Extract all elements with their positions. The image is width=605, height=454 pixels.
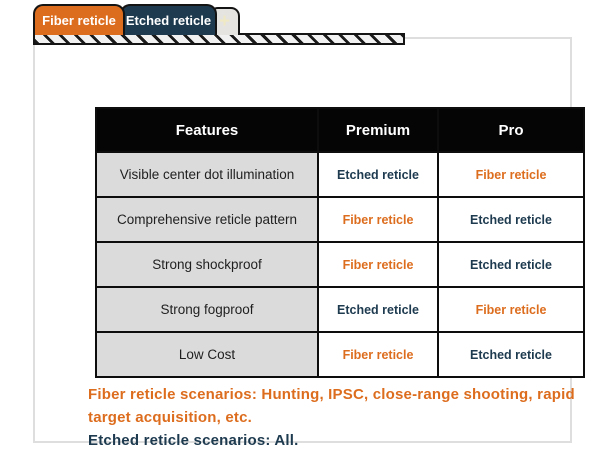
premium-cell: Fiber reticle: [317, 241, 439, 288]
tab-etched-reticle[interactable]: Etched reticle: [120, 4, 217, 35]
content-panel: Features Premium Pro Visible center dot …: [33, 37, 585, 449]
feature-cell: Strong fogproof: [95, 286, 319, 333]
premium-cell: Etched reticle: [317, 151, 439, 198]
etched-scenarios-note: Etched reticle scenarios: All.: [88, 432, 299, 449]
pro-cell: Etched reticle: [437, 331, 585, 378]
table-row: Comprehensive reticle pattern Fiber reti…: [95, 196, 585, 243]
pro-cell: Etched reticle: [437, 241, 585, 288]
feature-cell: Low Cost: [95, 331, 319, 378]
pro-cell: Etched reticle: [437, 196, 585, 243]
table-row: Strong fogproof Etched reticle Fiber ret…: [95, 286, 585, 333]
premium-cell: Fiber reticle: [317, 331, 439, 378]
fiber-scenarios-note: Fiber reticle scenarios: Hunting, IPSC, …: [88, 386, 575, 426]
premium-cell: Fiber reticle: [317, 196, 439, 243]
pro-cell: Fiber reticle: [437, 286, 585, 333]
tab-fiber-reticle-label: Fiber reticle: [42, 13, 116, 28]
tab-fiber-reticle[interactable]: Fiber reticle: [33, 4, 125, 35]
feature-cell: Strong shockproof: [95, 241, 319, 288]
premium-cell: Etched reticle: [317, 286, 439, 333]
plus-icon: +: [218, 11, 231, 32]
pro-cell: Fiber reticle: [437, 151, 585, 198]
header-pro: Pro: [437, 107, 585, 153]
table-header-row: Features Premium Pro: [95, 107, 585, 153]
table-row: Visible center dot illumination Etched r…: [95, 151, 585, 198]
feature-cell: Comprehensive reticle pattern: [95, 196, 319, 243]
header-premium: Premium: [317, 107, 439, 153]
table-row: Strong shockproof Fiber reticle Etched r…: [95, 241, 585, 288]
header-features: Features: [95, 107, 319, 153]
feature-cell: Visible center dot illumination: [95, 151, 319, 198]
scenario-notes: Fiber reticle scenarios: Hunting, IPSC, …: [88, 383, 605, 452]
reticle-comparison-table: Features Premium Pro Visible center dot …: [95, 107, 585, 378]
table-row: Low Cost Fiber reticle Etched reticle: [95, 331, 585, 378]
tab-etched-reticle-label: Etched reticle: [125, 13, 212, 28]
